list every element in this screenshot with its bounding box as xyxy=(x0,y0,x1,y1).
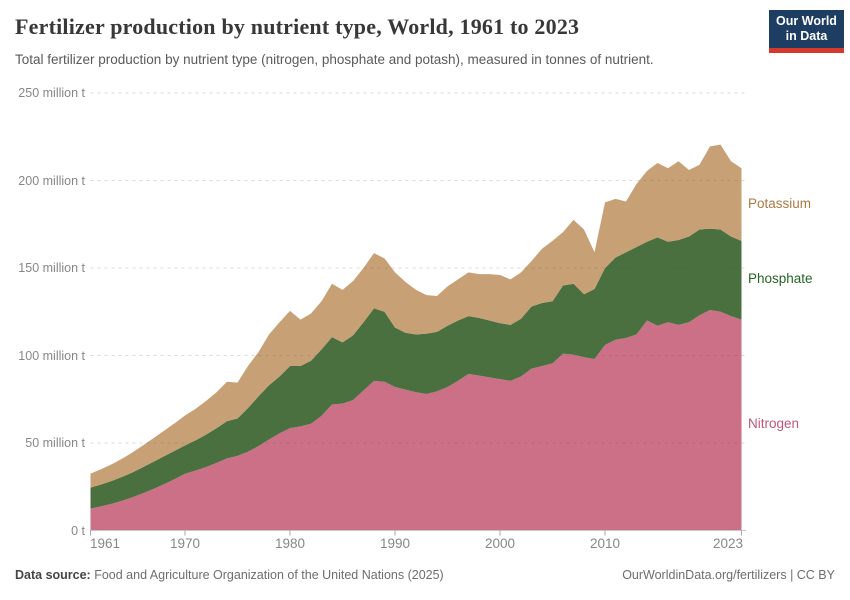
data-source: Data source: Food and Agriculture Organi… xyxy=(15,568,444,582)
area-nitrogen[interactable] xyxy=(90,310,742,531)
page-title: Fertilizer production by nutrient type, … xyxy=(15,14,580,39)
area-potassium[interactable] xyxy=(90,144,742,488)
x-axis-label: 1970 xyxy=(169,536,201,551)
y-axis-label: 100 million t xyxy=(18,348,85,363)
y-axis-label: 50 million t xyxy=(25,436,85,450)
chart-footer: Data source: Food and Agriculture Organi… xyxy=(15,568,835,582)
logo-line2: in Data xyxy=(785,29,828,43)
x-axis-label: 2023 xyxy=(712,536,743,551)
attribution-link[interactable]: OurWorldinData.org/fertilizers | CC BY xyxy=(622,568,835,582)
data-source-label: Data source: xyxy=(15,568,91,582)
y-axis-label: 150 million t xyxy=(18,261,85,275)
x-axis-label: 1980 xyxy=(274,536,306,551)
data-source-text: Food and Agriculture Organization of the… xyxy=(90,568,444,582)
series-label-phosphate: Phosphate xyxy=(748,271,813,287)
owid-logo[interactable]: Our World in Data xyxy=(769,10,844,53)
x-axis-label: 1990 xyxy=(379,536,411,551)
x-axis-label: 2000 xyxy=(484,536,516,551)
chart-subtitle: Total fertilizer production by nutrient … xyxy=(15,52,654,67)
y-axis-label: 0 t xyxy=(71,523,85,538)
logo-line1: Our World xyxy=(776,14,837,28)
x-axis-label: 2010 xyxy=(589,536,621,551)
area-phosphate[interactable] xyxy=(90,228,742,509)
x-axis-label: 1961 xyxy=(90,536,121,551)
series-label-potassium: Potassium xyxy=(748,195,812,211)
series-label-nitrogen: Nitrogen xyxy=(748,416,800,432)
y-axis-label: 250 million t xyxy=(18,86,85,100)
y-axis-label: 200 million t xyxy=(18,173,85,188)
